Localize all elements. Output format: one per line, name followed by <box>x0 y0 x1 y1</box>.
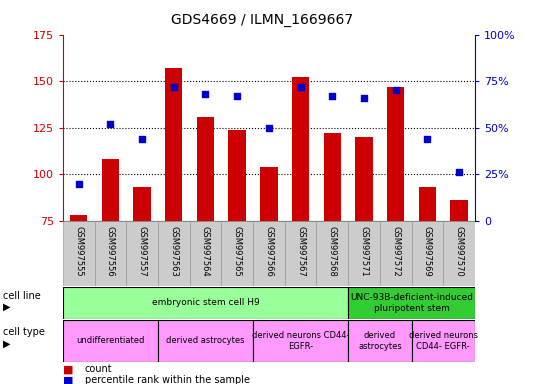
Text: derived astrocytes: derived astrocytes <box>166 336 245 346</box>
Bar <box>221 221 253 286</box>
Text: derived neurons CD44-
EGFR-: derived neurons CD44- EGFR- <box>252 331 349 351</box>
Point <box>201 91 210 97</box>
Text: ▶: ▶ <box>3 338 10 348</box>
Bar <box>412 320 475 362</box>
Bar <box>324 133 341 221</box>
Text: GSM997555: GSM997555 <box>74 226 83 276</box>
Bar <box>165 68 182 221</box>
Bar <box>253 320 348 362</box>
Bar <box>197 116 214 221</box>
Bar <box>158 221 189 286</box>
Text: GSM997571: GSM997571 <box>359 226 369 277</box>
Bar <box>260 167 277 221</box>
Bar <box>348 221 380 286</box>
Bar <box>63 287 348 319</box>
Text: derived
astrocytes: derived astrocytes <box>358 331 402 351</box>
Point <box>391 88 400 94</box>
Text: GSM997557: GSM997557 <box>138 226 146 277</box>
Bar <box>63 221 94 286</box>
Bar <box>380 221 412 286</box>
Point <box>138 136 146 142</box>
Text: GSM997566: GSM997566 <box>264 226 274 277</box>
Text: GSM997565: GSM997565 <box>233 226 242 277</box>
Point <box>106 121 115 127</box>
Text: cell line: cell line <box>3 291 40 301</box>
Bar <box>102 159 119 221</box>
Text: GSM997563: GSM997563 <box>169 226 179 277</box>
Bar <box>348 320 412 362</box>
Text: GSM997570: GSM997570 <box>455 226 464 277</box>
Point <box>233 93 241 99</box>
Point <box>423 136 432 142</box>
Bar <box>126 221 158 286</box>
Point <box>296 84 305 90</box>
Text: GSM997564: GSM997564 <box>201 226 210 277</box>
Point <box>328 93 337 99</box>
Text: GSM997567: GSM997567 <box>296 226 305 277</box>
Bar <box>355 137 373 221</box>
Bar <box>292 78 310 221</box>
Bar <box>94 221 126 286</box>
Bar <box>348 287 475 319</box>
Text: GSM997556: GSM997556 <box>106 226 115 277</box>
Bar <box>285 221 317 286</box>
Bar <box>228 129 246 221</box>
Bar <box>133 187 151 221</box>
Point <box>74 180 83 187</box>
Text: cell type: cell type <box>3 327 45 337</box>
Bar <box>317 221 348 286</box>
Bar <box>189 221 221 286</box>
Bar <box>412 221 443 286</box>
Point <box>264 125 273 131</box>
Text: GSM997568: GSM997568 <box>328 226 337 277</box>
Text: derived neurons
CD44- EGFR-: derived neurons CD44- EGFR- <box>409 331 478 351</box>
Text: count: count <box>85 364 112 374</box>
Text: UNC-93B-deficient-induced
pluripotent stem: UNC-93B-deficient-induced pluripotent st… <box>350 293 473 313</box>
Point <box>169 84 178 90</box>
Text: ■: ■ <box>63 364 73 374</box>
Bar <box>450 200 468 221</box>
Text: undifferentiated: undifferentiated <box>76 336 145 346</box>
Text: percentile rank within the sample: percentile rank within the sample <box>85 375 250 384</box>
Text: GSM997572: GSM997572 <box>391 226 400 277</box>
Bar <box>387 87 405 221</box>
Text: ▶: ▶ <box>3 302 10 312</box>
Bar <box>443 221 475 286</box>
Point <box>360 95 369 101</box>
Text: ■: ■ <box>63 375 73 384</box>
Bar <box>253 221 285 286</box>
Text: GSM997569: GSM997569 <box>423 226 432 277</box>
Point <box>455 169 464 175</box>
Bar <box>70 215 87 221</box>
Text: embryonic stem cell H9: embryonic stem cell H9 <box>152 298 259 308</box>
Text: GDS4669 / ILMN_1669667: GDS4669 / ILMN_1669667 <box>171 13 353 27</box>
Bar <box>419 187 436 221</box>
Bar <box>63 320 158 362</box>
Bar <box>158 320 253 362</box>
